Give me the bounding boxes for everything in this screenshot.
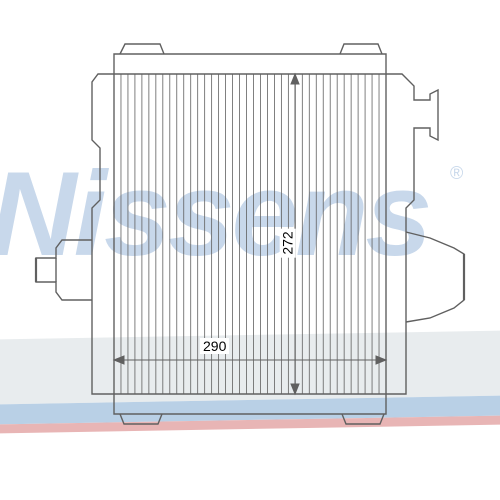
width-dimension-label: 290: [200, 338, 229, 354]
intercooler-diagram: [0, 0, 500, 500]
height-dimension-label: 272: [280, 228, 296, 257]
